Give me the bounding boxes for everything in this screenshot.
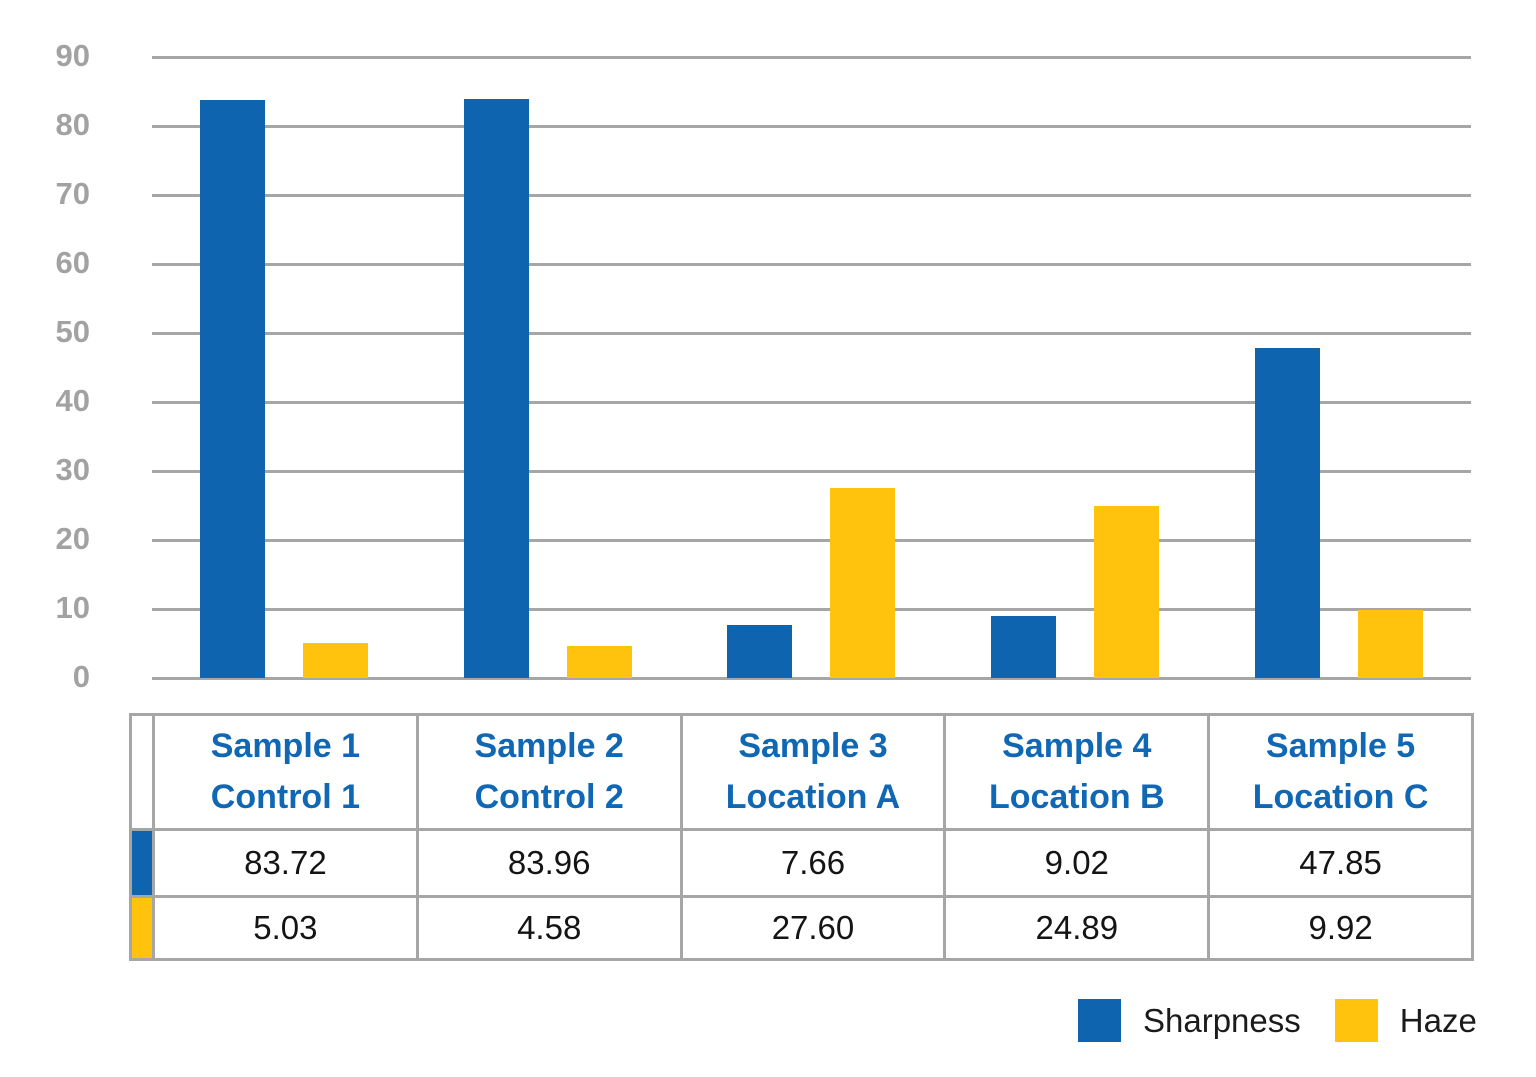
table-value-haze-1: 5.03	[152, 895, 419, 961]
y-tick-label-20: 20	[55, 521, 90, 556]
bar-group-2	[416, 56, 680, 680]
table-value-haze-2: 4.58	[415, 895, 683, 961]
header-line1: Sample 2	[474, 727, 624, 765]
table-value-haze-4: 24.89	[943, 895, 1211, 961]
table-value-haze-5: 9.92	[1207, 895, 1474, 961]
y-tick-label-80: 80	[55, 107, 90, 142]
table-row-sharpness: 83.72 83.96 7.66 9.02 47.85	[129, 828, 1474, 898]
haze-swatch-icon	[1334, 999, 1378, 1042]
bar-haze-3	[830, 487, 896, 678]
plot-area	[152, 56, 1471, 680]
bar-sharpness-2	[463, 98, 529, 678]
gridline-y80	[152, 125, 1471, 128]
y-tick-label-50: 50	[55, 314, 90, 349]
gridline-y0	[152, 677, 1471, 680]
y-tick-label-10: 10	[55, 590, 90, 625]
bar-group-4	[943, 56, 1207, 680]
gridline-y40	[152, 401, 1471, 404]
bar-group-1	[152, 56, 416, 680]
legend-label-haze: Haze	[1399, 1002, 1477, 1039]
gridline-y30	[152, 470, 1471, 473]
bar-haze-4	[1094, 506, 1160, 678]
table-value-sharpness-4: 9.02	[943, 828, 1211, 898]
legend-item-haze: Haze	[1334, 999, 1477, 1042]
gridline-y50	[152, 332, 1471, 335]
table-value-sharpness-5: 47.85	[1207, 828, 1474, 898]
legend-item-sharpness: Sharpness	[1078, 999, 1301, 1042]
bar-haze-2	[566, 646, 632, 678]
table-header-row: Sample 1 Control 1 Sample 2 Control 2 Sample…	[129, 713, 1474, 831]
table-value-sharpness-3: 7.66	[679, 828, 947, 898]
y-tick-label-40: 40	[55, 383, 90, 418]
table-row-haze: 5.03 4.58 27.60 24.89 9.92	[129, 895, 1474, 961]
y-tick-label-70: 70	[55, 176, 90, 211]
gridline-y70	[152, 194, 1471, 197]
bar-sharpness-3	[727, 625, 793, 678]
header-line2: Location C	[1252, 778, 1429, 816]
bar-sharpness-4	[991, 615, 1057, 678]
legend: Sharpness Haze	[1078, 999, 1477, 1042]
header-line2: Control 2	[474, 778, 624, 816]
gridline-y20	[152, 539, 1471, 542]
gridline-y60	[152, 263, 1471, 266]
y-tick-label-60: 60	[55, 245, 90, 280]
legend-label-sharpness: Sharpness	[1143, 1002, 1301, 1039]
table-value-sharpness-2: 83.96	[415, 828, 683, 898]
gridline-y10	[152, 608, 1471, 611]
header-line1: Sample 5	[1265, 727, 1416, 765]
bar-group-3	[680, 56, 944, 680]
bar-haze-5	[1358, 609, 1424, 678]
header-line2: Location B	[988, 778, 1165, 816]
haze-row-swatch-icon	[129, 895, 155, 961]
y-tick-label-30: 30	[55, 452, 90, 487]
bar-haze-1	[302, 643, 368, 678]
table-value-haze-3: 27.60	[679, 895, 947, 961]
header-line2: Location A	[725, 778, 901, 816]
header-line2: Control 1	[210, 778, 360, 816]
bar-sharpness-5	[1255, 347, 1321, 678]
table-column-header-4: Sample 4 Location B	[943, 713, 1211, 831]
table-column-header-1: Sample 1 Control 1	[152, 713, 419, 831]
bar-sharpness-1	[199, 100, 265, 678]
sharpness-row-swatch-icon	[129, 828, 155, 898]
table-corner-ghost-cell	[129, 713, 155, 831]
header-line1: Sample 4	[1002, 727, 1152, 765]
y-tick-label-90: 90	[55, 38, 90, 73]
header-line1: Sample 3	[738, 727, 888, 765]
y-tick-label-0: 0	[72, 659, 90, 694]
bar-groups	[152, 56, 1471, 680]
table-column-header-5: Sample 5 Location C	[1207, 713, 1474, 831]
header-line1: Sample 1	[210, 727, 361, 765]
table-column-header-3: Sample 3 Location A	[679, 713, 947, 831]
table-column-header-2: Sample 2 Control 2	[415, 713, 683, 831]
sharpness-swatch-icon	[1078, 999, 1121, 1042]
bar-group-5	[1207, 56, 1471, 680]
gridline-y90	[152, 56, 1471, 59]
table-value-sharpness-1: 83.72	[152, 828, 419, 898]
data-table: Sample 1 Control 1 Sample 2 Control 2 Sample…	[129, 713, 1474, 961]
